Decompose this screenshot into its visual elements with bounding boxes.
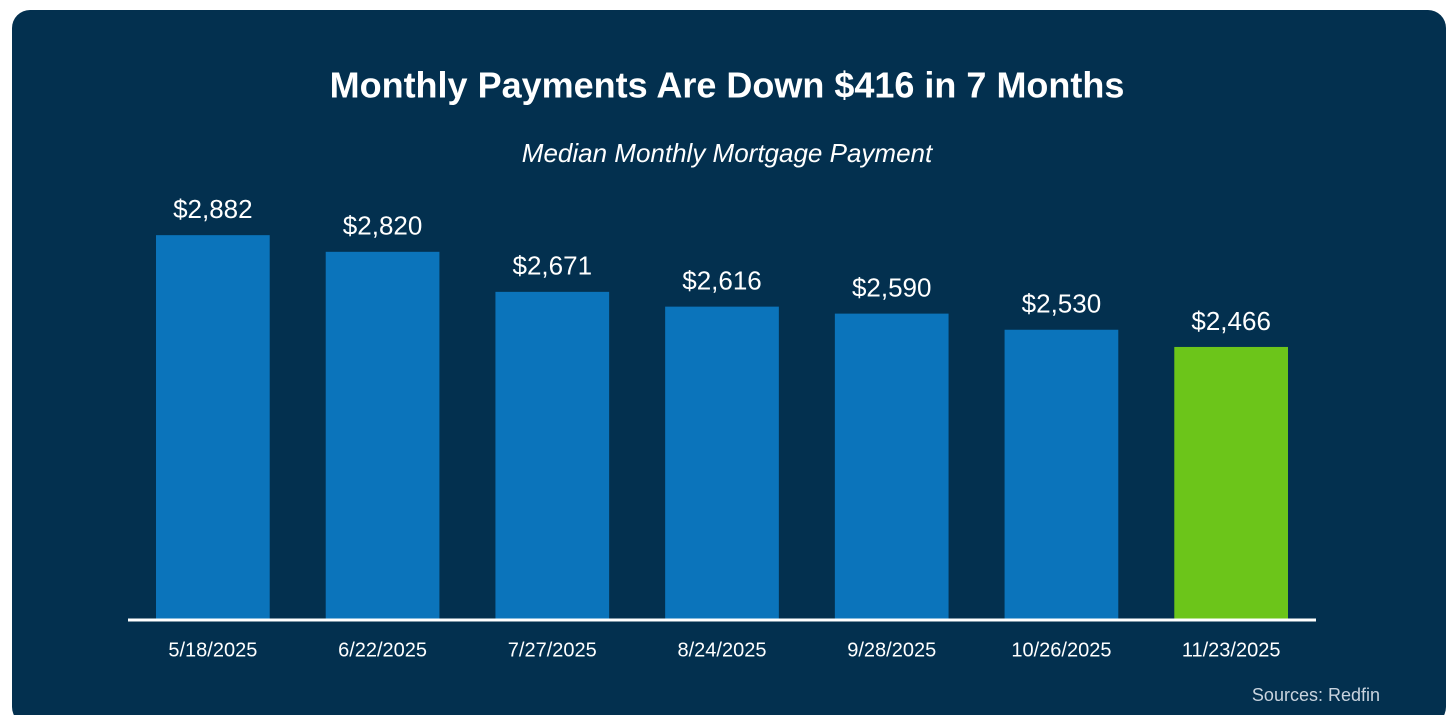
- chart-subtitle: Median Monthly Mortgage Payment: [522, 138, 934, 168]
- x-tick-label: 11/23/2025: [1182, 639, 1281, 661]
- bar: [325, 251, 440, 620]
- value-label: $2,882: [173, 194, 253, 224]
- value-label: $2,530: [1022, 289, 1102, 319]
- value-label: $2,466: [1191, 306, 1271, 336]
- x-tick-label: 9/28/2025: [847, 639, 936, 661]
- value-label: $2,590: [852, 273, 932, 303]
- bar: [834, 313, 949, 620]
- bar: [156, 235, 270, 620]
- x-tick-label: 8/24/2025: [678, 639, 767, 661]
- value-label: $2,820: [343, 211, 423, 241]
- x-tick-label: 6/22/2025: [338, 639, 427, 661]
- bar: [665, 306, 779, 620]
- x-tick-label: 7/27/2025: [508, 639, 597, 661]
- x-tick-label: 5/18/2025: [168, 639, 257, 661]
- bar: [1174, 346, 1288, 620]
- x-tick-label: 10/26/2025: [1011, 639, 1111, 661]
- value-label: $2,671: [513, 251, 593, 281]
- chart-title: Monthly Payments Are Down $416 in 7 Mont…: [330, 65, 1125, 106]
- bar: [1004, 329, 1119, 620]
- bar: [495, 291, 610, 620]
- source-note: Sources: Redfin: [1252, 685, 1380, 705]
- value-label: $2,616: [682, 266, 762, 296]
